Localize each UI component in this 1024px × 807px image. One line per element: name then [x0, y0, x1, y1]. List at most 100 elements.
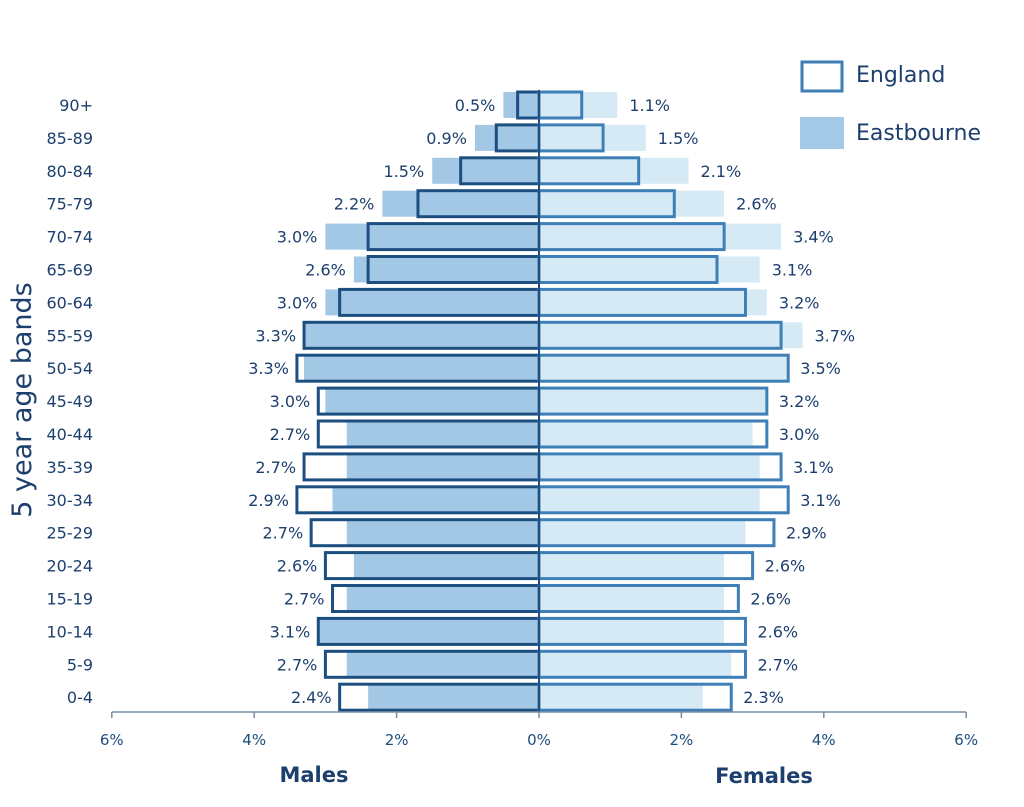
value-label-females-55-59: 3.7%: [814, 326, 855, 345]
age-band-label-0-4: 0-4: [67, 688, 93, 707]
bar-eastbourne-females-25-29: [539, 519, 746, 546]
x-axis-title-females: Females: [715, 764, 813, 788]
value-label-females-0-4: 2.3%: [743, 688, 784, 707]
age-band-label-70-74: 70-74: [47, 228, 94, 247]
value-label-females-10-14: 2.6%: [757, 622, 798, 641]
value-label-females-30-34: 3.1%: [800, 491, 841, 510]
bar-eastbourne-females-50-54: [539, 355, 789, 382]
value-label-females-25-29: 2.9%: [786, 524, 827, 543]
age-band-label-20-24: 20-24: [47, 557, 94, 576]
age-band-label-65-69: 65-69: [47, 261, 94, 280]
x-tick-label: 0%: [527, 731, 551, 749]
bar-eastbourne-males-5-9: [346, 651, 539, 678]
legend-swatch-england: [800, 60, 844, 93]
value-label-males-30-34: 2.9%: [248, 491, 289, 510]
age-band-label-75-79: 75-79: [47, 195, 94, 214]
age-band-label-5-9: 5-9: [67, 655, 93, 674]
bar-eastbourne-males-85-89: [474, 124, 539, 151]
value-label-males-85-89: 0.9%: [426, 129, 467, 148]
value-label-females-45-49: 3.2%: [779, 392, 820, 411]
age-band-label-60-64: 60-64: [47, 293, 94, 312]
x-tick-label: 4%: [812, 731, 836, 749]
value-label-females-60-64: 3.2%: [779, 293, 820, 312]
eastbourne-bars: [304, 92, 803, 711]
value-label-females-40-44: 3.0%: [779, 425, 820, 444]
value-label-males-20-24: 2.6%: [277, 557, 318, 576]
age-band-label-10-14: 10-14: [47, 622, 94, 641]
value-label-females-70-74: 3.4%: [793, 228, 834, 247]
bar-eastbourne-males-25-29: [346, 519, 539, 546]
value-label-males-90+: 0.5%: [455, 96, 496, 115]
bar-eastbourne-females-90+: [539, 92, 618, 118]
bar-eastbourne-males-75-79: [382, 190, 539, 217]
age-band-label-15-19: 15-19: [47, 590, 94, 609]
value-label-males-45-49: 3.0%: [270, 392, 311, 411]
bar-eastbourne-females-10-14: [539, 618, 725, 645]
value-labels: 0.5% 1.1%0.9% 1.5%1.5% 2.1%2.2% 2.6%3.0% 3.4%…: [248, 96, 855, 707]
bar-eastbourne-females-15-19: [539, 585, 725, 612]
bar-eastbourne-females-30-34: [539, 486, 760, 513]
value-label-females-35-39: 3.1%: [793, 458, 834, 477]
bar-eastbourne-females-35-39: [539, 453, 760, 480]
bar-eastbourne-males-60-64: [325, 289, 539, 316]
bar-eastbourne-females-70-74: [539, 223, 782, 250]
bar-eastbourne-males-55-59: [304, 322, 539, 349]
legend-swatch-eastbourne: [800, 117, 844, 149]
age-band-label-25-29: 25-29: [47, 524, 94, 543]
value-label-females-75-79: 2.6%: [736, 195, 777, 214]
value-label-females-50-54: 3.5%: [800, 359, 841, 378]
bar-eastbourne-females-0-4: [539, 684, 703, 711]
age-band-labels: 90+ 85-89 80-84 75-79 70-74 65-69 60-64 55-59 50…: [47, 96, 94, 707]
value-label-males-50-54: 3.3%: [248, 359, 289, 378]
age-band-label-80-84: 80-84: [47, 162, 94, 181]
value-label-males-35-39: 2.7%: [255, 458, 296, 477]
value-label-males-5-9: 2.7%: [277, 655, 318, 674]
bar-eastbourne-males-90+: [503, 92, 539, 118]
value-label-females-85-89: 1.5%: [658, 129, 699, 148]
bar-eastbourne-males-80-84: [432, 157, 539, 184]
bar-eastbourne-females-5-9: [539, 651, 732, 678]
bar-eastbourne-females-45-49: [539, 388, 767, 415]
bar-eastbourne-males-35-39: [346, 453, 539, 480]
value-label-males-75-79: 2.2%: [334, 195, 375, 214]
x-tick-label: 4%: [242, 731, 266, 749]
value-label-females-90+: 1.1%: [629, 96, 670, 115]
value-label-males-65-69: 2.6%: [305, 261, 346, 280]
bar-eastbourne-males-30-34: [332, 486, 539, 513]
value-label-males-55-59: 3.3%: [255, 326, 296, 345]
value-label-males-40-44: 2.7%: [270, 425, 311, 444]
value-label-males-15-19: 2.7%: [284, 590, 325, 609]
x-tick-label: 2%: [385, 731, 409, 749]
x-tick-label: 6%: [954, 731, 978, 749]
bar-eastbourne-females-40-44: [539, 421, 753, 447]
value-label-females-5-9: 2.7%: [757, 655, 798, 674]
bar-eastbourne-females-75-79: [539, 190, 725, 217]
bar-eastbourne-males-45-49: [325, 388, 539, 415]
bar-eastbourne-males-40-44: [346, 421, 539, 447]
value-label-females-15-19: 2.6%: [750, 590, 791, 609]
value-label-males-0-4: 2.4%: [291, 688, 332, 707]
value-label-females-20-24: 2.6%: [765, 557, 806, 576]
legend-label-england: England: [856, 63, 945, 88]
x-tick-label: 6%: [100, 731, 124, 749]
x-tick-label: 2%: [670, 731, 694, 749]
bar-eastbourne-females-80-84: [539, 157, 689, 184]
bar-eastbourne-males-15-19: [346, 585, 539, 612]
bar-eastbourne-males-70-74: [325, 223, 539, 250]
bar-eastbourne-males-65-69: [353, 256, 539, 283]
age-band-label-90+: 90+: [59, 96, 93, 115]
age-band-label-50-54: 50-54: [47, 359, 94, 378]
bar-eastbourne-females-55-59: [539, 322, 803, 349]
age-band-label-35-39: 35-39: [47, 458, 94, 477]
value-label-males-60-64: 3.0%: [277, 293, 318, 312]
age-band-label-40-44: 40-44: [47, 425, 94, 444]
age-band-label-85-89: 85-89: [47, 129, 94, 148]
value-label-males-80-84: 1.5%: [384, 162, 425, 181]
x-axis-title-males: Males: [279, 763, 348, 787]
bar-eastbourne-females-20-24: [539, 552, 725, 579]
value-label-females-80-84: 2.1%: [701, 162, 742, 181]
bar-eastbourne-males-50-54: [304, 355, 539, 382]
bar-eastbourne-females-60-64: [539, 289, 767, 316]
age-band-label-30-34: 30-34: [47, 491, 94, 510]
